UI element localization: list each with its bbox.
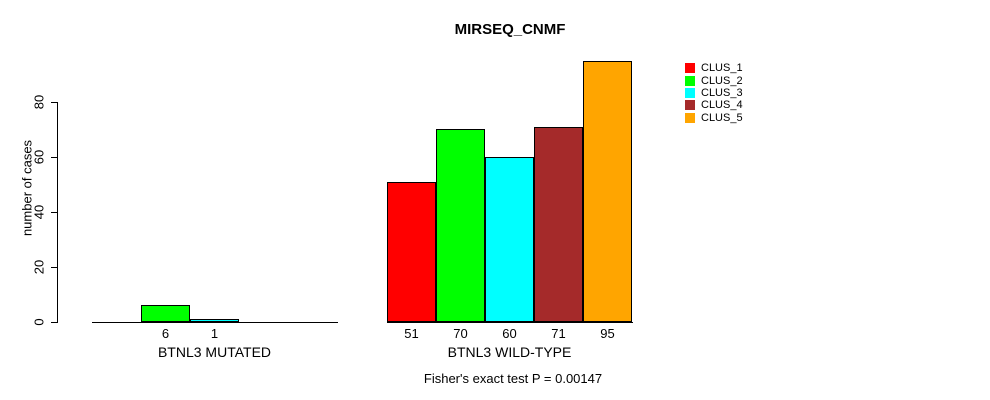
y-tick-label: 0 <box>31 318 47 326</box>
y-axis-line <box>57 102 58 323</box>
legend-label-CLUS_5: CLUS_5 <box>701 111 743 124</box>
x-baseline <box>387 322 633 323</box>
bar-value-label: 60 <box>502 326 517 341</box>
legend-label-CLUS_3: CLUS_3 <box>701 86 743 99</box>
legend-swatch-CLUS_4 <box>685 100 695 111</box>
bar-value-label: 6 <box>161 326 170 341</box>
legend-item-CLUS_1: CLUS_1 <box>685 62 743 74</box>
bar-value-label: 71 <box>551 326 566 341</box>
y-tick-label: 20 <box>31 259 47 275</box>
legend-item-CLUS_4: CLUS_4 <box>685 99 743 111</box>
bar-CLUS_3 <box>190 319 239 322</box>
y-axis-tick <box>51 267 57 268</box>
x-baseline <box>92 322 338 323</box>
y-axis-tick <box>51 212 57 213</box>
bar-CLUS_4 <box>534 127 583 322</box>
bar-value-label: 51 <box>404 326 419 341</box>
bar-CLUS_5 <box>583 61 632 322</box>
bar-CLUS_3 <box>485 157 534 322</box>
legend-item-CLUS_3: CLUS_3 <box>685 87 743 99</box>
legend-swatch-CLUS_5 <box>685 112 695 123</box>
legend-label-CLUS_2: CLUS_2 <box>701 74 743 87</box>
legend-label-CLUS_1: CLUS_1 <box>701 62 743 75</box>
fisher-test-caption: Fisher's exact test P = 0.00147 <box>423 371 603 386</box>
chart-title: MIRSEQ_CNMF <box>454 21 566 38</box>
y-tick-label: 40 <box>31 204 47 220</box>
bar-value-label: 70 <box>453 326 468 341</box>
y-axis-tick <box>51 157 57 158</box>
legend-item-CLUS_2: CLUS_2 <box>685 74 743 87</box>
bar-value-label: 1 <box>210 326 219 341</box>
bar-CLUS_2 <box>436 129 485 322</box>
bar-CLUS_1 <box>387 182 436 322</box>
y-tick-label: 60 <box>31 149 47 165</box>
y-tick-label: 80 <box>31 94 47 110</box>
legend-swatch-CLUS_2 <box>685 75 695 86</box>
bar-CLUS_2 <box>141 305 190 322</box>
legend-swatch-CLUS_3 <box>685 87 695 98</box>
y-axis-tick <box>51 322 57 323</box>
x-group-label: BTNL3 MUTATED <box>157 344 272 360</box>
y-axis-tick <box>51 102 57 103</box>
x-group-label: BTNL3 WILD-TYPE <box>447 344 572 360</box>
bar-value-label: 95 <box>600 326 615 341</box>
legend-label-CLUS_4: CLUS_4 <box>701 99 743 112</box>
legend: CLUS_1 CLUS_2 CLUS_3 CLUS_4 CLUS_5 <box>685 62 743 124</box>
legend-swatch-CLUS_1 <box>685 63 695 74</box>
legend-item-CLUS_5: CLUS_5 <box>685 112 743 124</box>
